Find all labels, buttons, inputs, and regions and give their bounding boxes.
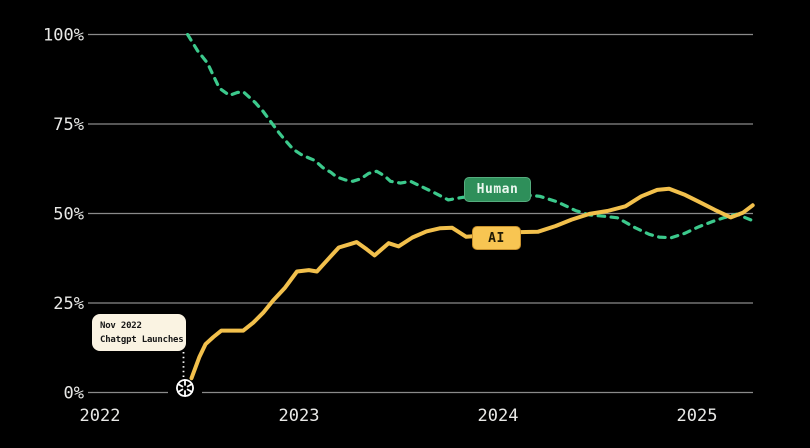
legend-ai: AI xyxy=(472,226,521,250)
y-tick-label: 0% xyxy=(64,384,84,404)
x-tick-label: 2024 xyxy=(478,406,519,426)
y-tick-label: 75% xyxy=(53,115,84,135)
x-tick-label: 2025 xyxy=(677,406,718,426)
y-tick-label: 50% xyxy=(53,205,84,225)
x-tick-label: 2022 xyxy=(80,406,121,426)
annotation-line1: Nov 2022 xyxy=(100,321,142,331)
human-series-line xyxy=(186,32,755,240)
legend-human-label: Human xyxy=(476,182,519,197)
legend-human: Human xyxy=(464,177,531,202)
annotation-chatgpt-launch: Nov 2022 Chatgpt Launches xyxy=(92,314,186,351)
ai-series-line xyxy=(189,186,755,381)
legend-ai-label: AI xyxy=(488,230,505,246)
annotation-line2: Chatgpt Launches xyxy=(100,335,184,345)
x-tick-label: 2023 xyxy=(279,406,320,426)
y-tick-label: 25% xyxy=(53,294,84,314)
y-tick-label: 100% xyxy=(43,26,84,46)
openai-logo-icon xyxy=(176,379,194,397)
